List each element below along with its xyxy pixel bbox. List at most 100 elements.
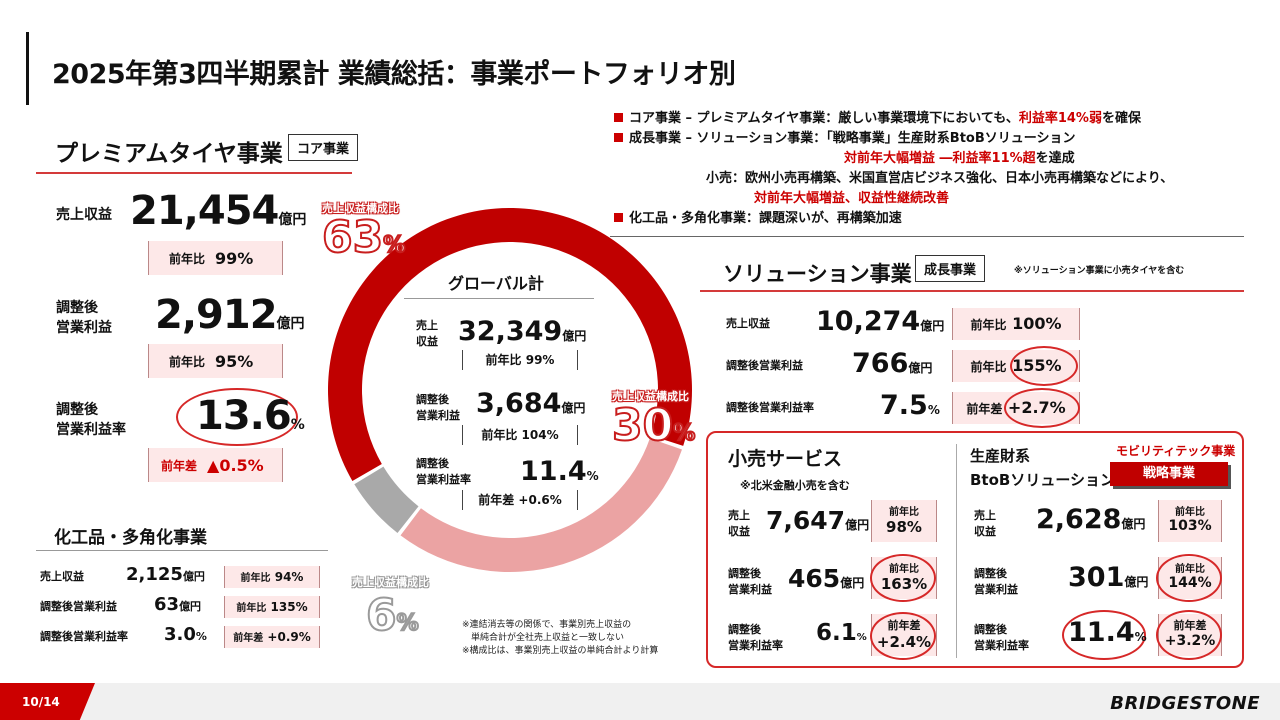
label-line: 売上 bbox=[974, 509, 996, 522]
retail-mg-value: 6.1 bbox=[816, 620, 857, 646]
premium-share-pct: % bbox=[382, 232, 406, 259]
btob-rev-unit: 億円 bbox=[1121, 517, 1146, 531]
title-accent-bar bbox=[26, 32, 29, 105]
global-rev-label-1: 売上 bbox=[416, 319, 438, 332]
btob-op-label: 調整後 営業利益 bbox=[974, 566, 1018, 598]
retail-heading: 小売サービス bbox=[728, 448, 843, 470]
solution-row-unit: % bbox=[927, 403, 940, 417]
retail-op: 465億円 bbox=[788, 564, 864, 593]
global-mg-value: 11.4 bbox=[520, 456, 587, 487]
solution-row-value: 10,274 bbox=[816, 306, 921, 337]
btob-mg-value: 11.4 bbox=[1068, 617, 1135, 648]
btob-op-unit: 億円 bbox=[1124, 575, 1149, 589]
cmp-value: 98% bbox=[886, 518, 922, 536]
chemical-row-cmp: 前年差 +0.9% bbox=[224, 626, 320, 648]
global-mg-cmp: 前年差 +0.6% bbox=[462, 490, 578, 510]
solution-op-highlight-circle bbox=[1010, 346, 1078, 386]
premium-share: 63% bbox=[321, 211, 406, 264]
cmp-key: 前年比 bbox=[889, 507, 919, 518]
solution-row-label: 売上収益 bbox=[726, 317, 770, 330]
retail-op-value: 465 bbox=[788, 564, 841, 593]
premium-op-unit: 億円 bbox=[276, 316, 305, 332]
bullet-square-icon bbox=[614, 213, 623, 222]
summary-bullets: コア事業 – プレミアムタイヤ事業：厳しい事業環境下においても、利益率14%弱を… bbox=[614, 109, 1173, 229]
chemical-row-value: 3.0 bbox=[164, 624, 196, 645]
retail-rev-cmp: 前年比 98% bbox=[871, 500, 937, 542]
global-rev-label-2: 収益 bbox=[416, 334, 438, 348]
chemical-table: 売上収益 2,125億円 前年比 94% 調整後営業利益 63億円 前年比 13… bbox=[36, 562, 336, 652]
label-line: 調整後 bbox=[728, 567, 761, 580]
chemical-row-label: 調整後営業利益 bbox=[40, 600, 117, 613]
btob-mg-label: 調整後 営業利益率 bbox=[974, 622, 1029, 654]
footnote-line: ※連結消去等の関係で、事業別売上収益の bbox=[462, 620, 632, 630]
bullet-text: を達成 bbox=[1035, 151, 1075, 166]
global-op-value: 3,684 bbox=[476, 388, 562, 419]
solution-share-caption: 売上収益構成比 bbox=[612, 390, 689, 403]
cmp-key: 前年比 bbox=[240, 573, 271, 584]
bullet-text: 成長事業 – ソリューション事業：「戦略事業」生産財系BtoBソリューション bbox=[629, 131, 1076, 146]
composition-donut-chart bbox=[328, 208, 692, 572]
bullet-growth: 成長事業 – ソリューション事業：「戦略事業」生産財系BtoBソリューション bbox=[614, 129, 1173, 149]
cmp-value: 103% bbox=[1168, 518, 1212, 534]
label-line: 収益 bbox=[974, 524, 996, 538]
bullet-square-icon bbox=[614, 133, 623, 142]
solution-table: 売上収益 10,274億円 前年比 100% 調整後営業利益 766億円 前年比… bbox=[700, 306, 1100, 430]
bullet-square-icon bbox=[614, 113, 623, 122]
premium-margin: 13.6% bbox=[196, 393, 305, 439]
footnotes: ※連結消去等の関係で、事業別売上収益の 単純合計が全社売上収益と一致しない ※構… bbox=[462, 619, 658, 658]
label-line: 営業利益 bbox=[728, 582, 772, 596]
retail-revenue: 7,647億円 bbox=[766, 506, 869, 535]
solution-row: 調整後営業利益 766億円 前年比 155% bbox=[700, 346, 1100, 388]
solution-row-value: 7.5 bbox=[880, 390, 928, 421]
retail-mg-highlight-circle bbox=[870, 612, 936, 660]
cmp-value: 100% bbox=[1012, 314, 1062, 333]
label-line: 営業利益率 bbox=[728, 638, 783, 652]
chemical-heading: 化工品・多角化事業 bbox=[54, 528, 207, 548]
premium-margin-highlight-circle bbox=[176, 388, 298, 446]
solution-row-cmp: 前年比 100% bbox=[952, 308, 1080, 340]
chemical-row-value: 2,125 bbox=[126, 564, 183, 585]
premium-heading: プレミアムタイヤ事業 bbox=[55, 141, 283, 167]
diff-value: ▲0.5% bbox=[207, 455, 264, 475]
chemical-row-value: 63 bbox=[154, 594, 180, 615]
label-line: 収益 bbox=[728, 524, 750, 538]
footnote-line: ※構成比は、事業別売上収益の単純合計より計算 bbox=[462, 646, 659, 656]
premium-revenue-unit: 億円 bbox=[278, 212, 307, 228]
bullet-text: を確保 bbox=[1101, 111, 1141, 126]
global-mg-label-2: 営業利益率 bbox=[416, 472, 471, 486]
chemical-row-unit: % bbox=[195, 630, 207, 643]
cmp-value: 135% bbox=[270, 600, 308, 614]
bullet-retail-result: 対前年大幅増益、収益性継続改善 bbox=[614, 189, 1173, 209]
retail-rev-unit: 億円 bbox=[845, 518, 870, 532]
retail-rev-label: 売上 収益 bbox=[728, 508, 750, 540]
chemical-share-caption: 売上収益構成比 bbox=[352, 576, 429, 589]
bullets-divider bbox=[610, 236, 1244, 237]
premium-underline bbox=[36, 172, 352, 174]
label-line: 営業利益 bbox=[974, 582, 1018, 596]
btob-rev-label: 売上 収益 bbox=[974, 508, 996, 540]
global-rev-label: 売上 収益 bbox=[416, 318, 438, 350]
bullet-text: コア事業 – プレミアムタイヤ事業：厳しい事業環境下においても、 bbox=[629, 111, 1019, 126]
retail-rev-value: 7,647 bbox=[766, 506, 846, 535]
chemical-row-label: 調整後営業利益率 bbox=[40, 630, 128, 643]
btob-revenue: 2,628億円 bbox=[1036, 504, 1145, 535]
bullet-highlight: 対前年大幅増益 ―利益率11%超 bbox=[844, 151, 1036, 166]
premium-margin-unit: % bbox=[290, 417, 305, 433]
global-op-label-1: 調整後 bbox=[416, 393, 449, 406]
solution-margin-highlight-circle bbox=[1004, 388, 1080, 428]
btob-op-value: 301 bbox=[1068, 562, 1125, 593]
donut-segment-solution bbox=[400, 438, 682, 572]
global-mg-label-1: 調整後 bbox=[416, 457, 449, 470]
bullet-text: 化工品・多角化事業：課題深いが、再構築加速 bbox=[629, 211, 902, 226]
solution-row-label: 調整後営業利益 bbox=[726, 359, 803, 372]
bullet-highlight: 利益率14%弱 bbox=[1018, 111, 1102, 126]
premium-share-caption: 売上収益構成比 bbox=[322, 202, 399, 215]
btob-margin-highlight-circle bbox=[1062, 610, 1146, 660]
solution-note: ※ソリューション事業に小売タイヤを含む bbox=[1014, 266, 1185, 276]
cmp-key: 前年差 bbox=[966, 402, 1003, 416]
label-line: 調整後 bbox=[974, 623, 1007, 636]
global-op-label: 調整後 営業利益 bbox=[416, 392, 460, 424]
breakdown-divider bbox=[956, 444, 957, 658]
premium-margin-diff: 前年差 ▲0.5% bbox=[148, 448, 283, 482]
solution-share: 30% bbox=[611, 399, 696, 452]
